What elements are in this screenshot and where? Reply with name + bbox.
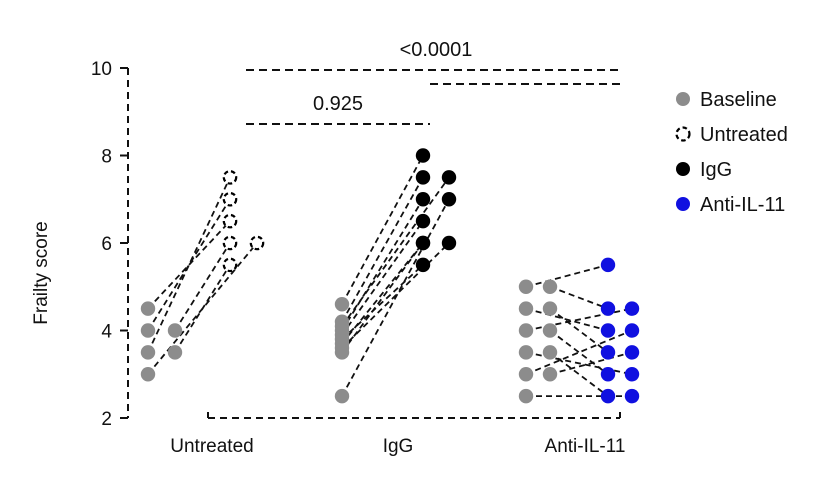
data-point-anti-il-11: [624, 323, 640, 338]
data-point-baseline: [542, 279, 558, 294]
y-tick-label: 6: [101, 234, 112, 255]
data-point-anti-il-11: [600, 367, 616, 382]
data-point-igg: [415, 257, 431, 273]
pair-line: [147, 176, 231, 353]
y-tick-label: 4: [101, 322, 112, 343]
data-point-igg: [415, 192, 431, 207]
pair-line: [525, 307, 633, 332]
data-point-anti-il-11: [600, 323, 616, 338]
pair-line: [341, 264, 424, 340]
data-point-anti-il-11: [600, 345, 616, 360]
legend-label: IgG: [700, 159, 732, 181]
data-point-anti-il-11: [624, 367, 640, 382]
data-point-igg: [415, 170, 431, 185]
data-point-baseline: [167, 323, 183, 338]
x-category-label: Anti-IL-11: [545, 436, 626, 457]
data-point-baseline: [334, 332, 350, 347]
data-point-igg: [415, 148, 431, 163]
pair-line: [341, 242, 424, 345]
pair-line: [341, 242, 450, 349]
data-point-baseline: [518, 345, 534, 360]
pair-line: [525, 329, 633, 376]
pair-line: [174, 242, 231, 331]
data-point-untreated: [222, 213, 238, 229]
data-point-untreated: [222, 170, 238, 185]
y-tick-label: 8: [101, 147, 112, 168]
data-points: [140, 148, 640, 404]
data-point-untreated: [249, 235, 265, 251]
data-point-anti-il-11: [624, 345, 640, 360]
y-axis-title: Frailty score: [31, 221, 52, 324]
data-point-anti-il-11: [624, 388, 640, 404]
pair-line: [525, 307, 609, 332]
data-point-baseline: [334, 345, 350, 360]
data-point-baseline: [140, 301, 156, 316]
pair-line: [341, 176, 424, 323]
p-value-label: 0.925: [313, 93, 363, 115]
pair-line: [549, 285, 609, 310]
data-point-anti-il-11: [624, 301, 640, 316]
legend: Baseline Untreated IgG Anti-IL-11: [675, 89, 788, 216]
pair-line: [147, 198, 231, 331]
data-point-anti-il-11: [600, 388, 616, 404]
data-point-igg: [441, 192, 457, 207]
legend-label: Baseline: [700, 89, 777, 111]
legend-marker: [675, 126, 691, 142]
data-point-baseline: [518, 301, 534, 316]
data-point-baseline: [140, 367, 156, 382]
legend-marker: [676, 92, 690, 106]
y-tick-label: 10: [91, 59, 112, 80]
significance-brackets: 0.925 <0.0001: [246, 39, 620, 125]
data-point-igg: [415, 235, 431, 251]
data-point-igg: [415, 213, 431, 229]
data-point-baseline: [518, 388, 534, 404]
data-point-baseline: [518, 323, 534, 338]
pair-line: [147, 242, 258, 375]
pair-line: [525, 264, 609, 288]
pair-line: [341, 198, 450, 397]
x-category-label: IgG: [383, 436, 414, 457]
data-point-baseline: [334, 297, 350, 312]
legend-label: Untreated: [700, 124, 788, 146]
data-point-anti-il-11: [600, 257, 616, 273]
pair-line: [341, 220, 424, 336]
pair-line: [341, 242, 424, 353]
pair-line: [147, 220, 231, 310]
legend-label: Anti-IL-11: [700, 194, 785, 216]
pair-line: [341, 198, 424, 331]
x-category-label: Untreated: [170, 436, 253, 457]
data-point-baseline: [518, 367, 534, 382]
data-point-igg: [441, 170, 457, 185]
data-point-baseline: [140, 323, 156, 338]
data-point-untreated: [222, 257, 238, 273]
data-point-baseline: [542, 367, 558, 382]
data-point-anti-il-11: [600, 301, 616, 316]
pair-line: [341, 155, 424, 305]
data-point-baseline: [542, 345, 558, 360]
data-point-baseline: [334, 388, 350, 404]
pair-line: [549, 307, 609, 354]
y-tick-label: 2: [101, 409, 112, 430]
data-point-baseline: [167, 345, 183, 360]
data-point-baseline: [518, 279, 534, 294]
axes: 2 4 6 8 10 Frailty score Untreated IgG Anti-IL-1…: [31, 59, 625, 457]
data-point-baseline: [542, 301, 558, 316]
pair-lines: [147, 155, 633, 398]
p-value-label: <0.0001: [400, 39, 473, 61]
pair-line: [525, 351, 633, 376]
legend-marker: [676, 162, 690, 176]
pair-line: [549, 351, 633, 376]
data-point-igg: [441, 235, 457, 251]
pair-line: [549, 351, 609, 397]
legend-marker: [676, 197, 690, 211]
data-point-untreated: [222, 191, 238, 207]
data-point-untreated: [222, 235, 238, 251]
data-point-baseline: [140, 345, 156, 360]
data-point-baseline: [542, 323, 558, 338]
